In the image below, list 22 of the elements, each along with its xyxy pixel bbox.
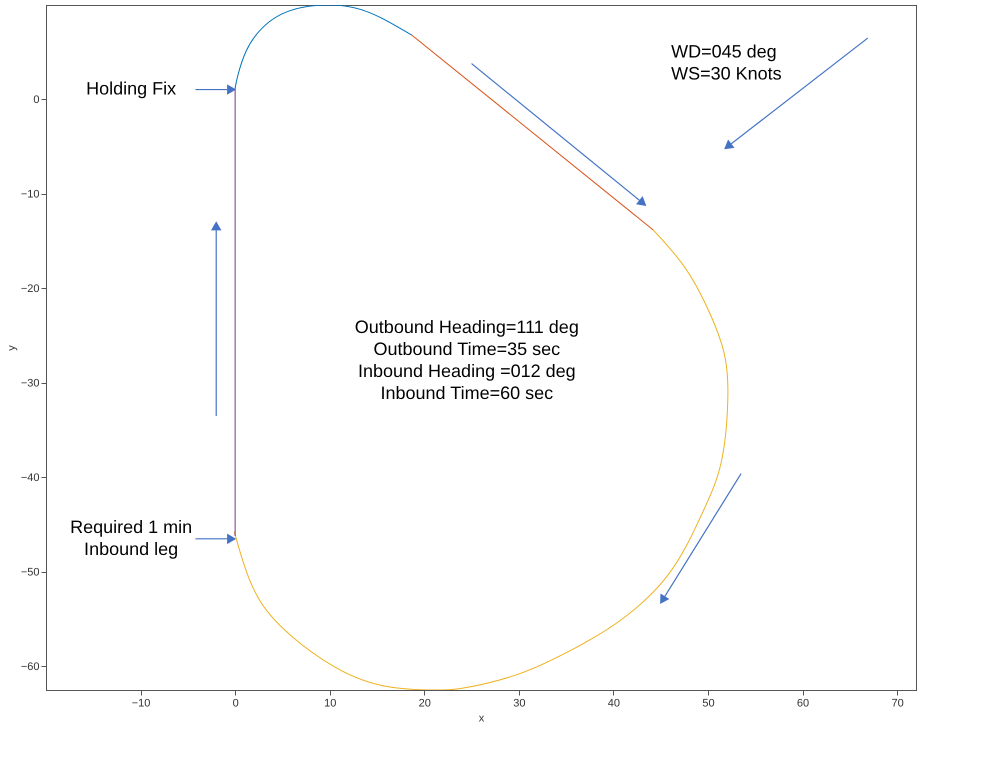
x-tick-label: 50 [702, 698, 715, 710]
x-tick-label: 40 [608, 698, 620, 710]
x-tick-label: 20 [418, 698, 431, 710]
x-tick-label: −10 [132, 698, 150, 710]
x-axis-title: x [478, 712, 485, 724]
y-tick-label: −40 [20, 472, 40, 484]
annotation: Outbound Heading=111 deg Outbound Time=35 sec Inbound Heading =012 deg Inbound Time=60 sec [354, 317, 579, 404]
y-tick-label: 0 [33, 94, 40, 106]
y-tick-label: −60 [20, 660, 40, 673]
annotation: WD=045 deg WS=30 Knots [671, 42, 782, 84]
y-tick-label: −50 [20, 566, 40, 578]
x-tick-label: 30 [513, 698, 526, 710]
annotation: Required 1 min Inbound leg [70, 516, 192, 559]
y-tick-label: −10 [20, 188, 40, 200]
annotation: Holding Fix [86, 78, 176, 99]
x-tick-label: 70 [891, 698, 904, 710]
x-tick-label: 0 [232, 698, 239, 710]
x-tick-label: 10 [324, 698, 336, 710]
y-axis-title: y [6, 344, 18, 351]
x-tick-label: 60 [796, 698, 810, 710]
y-tick-label: −20 [20, 282, 40, 295]
y-tick-label: −30 [20, 377, 40, 390]
